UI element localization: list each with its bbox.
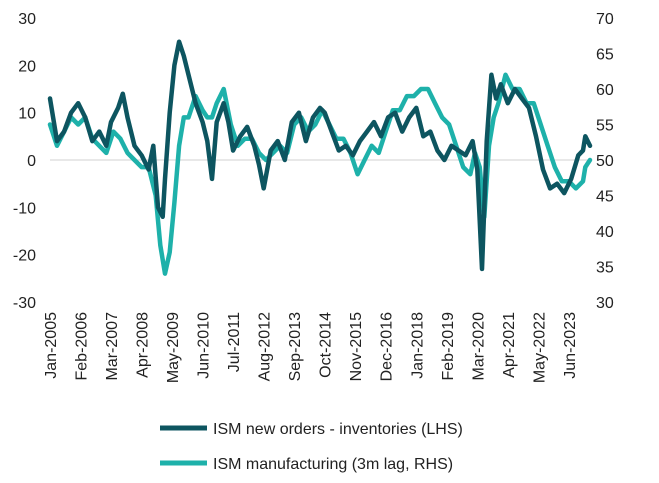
left-axis-tick-label: 10 bbox=[18, 106, 36, 123]
left-axis-tick-label: -20 bbox=[13, 248, 36, 265]
right-axis-tick-label: 40 bbox=[596, 224, 614, 241]
x-axis-tick-label: Jun-2023 bbox=[562, 312, 579, 379]
right-axis-tick-label: 55 bbox=[596, 118, 614, 135]
x-axis-tick-label: Feb-2019 bbox=[440, 312, 457, 381]
right-axis-tick-label: 35 bbox=[596, 260, 614, 277]
left-axis-tick-label: 30 bbox=[18, 11, 36, 28]
left-axis-tick-label: -10 bbox=[13, 200, 36, 217]
x-axis-tick-label: Mar-2020 bbox=[470, 312, 487, 381]
x-axis-tick-label: May-2009 bbox=[165, 312, 182, 383]
x-axis-tick-label: Jun-2010 bbox=[196, 312, 213, 379]
right-axis-tick-label: 70 bbox=[596, 11, 614, 28]
legend-label-ism-manufacturing: ISM manufacturing (3m lag, RHS) bbox=[213, 456, 453, 473]
left-axis-labels: 30 20 10 0 -10 -20 -30 bbox=[13, 11, 36, 312]
x-axis-tick-label: Aug-2012 bbox=[257, 312, 274, 381]
left-axis-tick-label: 0 bbox=[27, 153, 36, 170]
x-axis-tick-label: Nov-2015 bbox=[348, 312, 365, 381]
x-axis-tick-label: Dec-2016 bbox=[379, 312, 396, 381]
series-line-new-orders bbox=[47, 39, 593, 272]
x-axis-tick-label: May-2022 bbox=[531, 312, 548, 383]
legend-item-ism-manufacturing: ISM manufacturing (3m lag, RHS) bbox=[160, 456, 453, 473]
x-axis-tick-label: Oct-2014 bbox=[318, 312, 335, 378]
x-axis-tick-label: Jul-2011 bbox=[226, 312, 243, 372]
legend-item-new-orders: ISM new orders - inventories (LHS) bbox=[160, 421, 463, 438]
x-axis-tick-label: Feb-2006 bbox=[74, 312, 91, 381]
legend: ISM new orders - inventories (LHS) ISM m… bbox=[160, 421, 463, 473]
series-layer bbox=[47, 39, 593, 276]
right-axis-tick-label: 45 bbox=[596, 189, 614, 206]
x-axis-labels: Jan-2005 Feb-2006 Mar-2007 Apr-2008 May-2009… bbox=[43, 312, 579, 383]
right-axis-tick-label: 50 bbox=[596, 153, 614, 170]
right-axis-labels: 70 65 60 55 50 45 40 35 30 bbox=[596, 11, 614, 312]
left-axis-tick-label: 20 bbox=[18, 58, 36, 75]
right-axis-tick-label: 60 bbox=[596, 82, 614, 99]
left-axis-tick-label: -30 bbox=[13, 295, 36, 312]
x-axis-tick-label: Jan-2005 bbox=[43, 312, 60, 379]
x-axis-tick-label: Sep-2013 bbox=[287, 312, 304, 381]
x-axis-tick-label: Jan-2018 bbox=[409, 312, 426, 379]
x-axis-tick-label: Mar-2007 bbox=[104, 312, 121, 381]
x-axis-tick-label: Apr-2008 bbox=[135, 312, 152, 378]
x-axis-tick-label: Apr-2021 bbox=[501, 312, 518, 378]
right-axis-tick-label: 30 bbox=[596, 295, 614, 312]
legend-label-new-orders: ISM new orders - inventories (LHS) bbox=[213, 421, 463, 438]
right-axis-tick-label: 65 bbox=[596, 47, 614, 64]
